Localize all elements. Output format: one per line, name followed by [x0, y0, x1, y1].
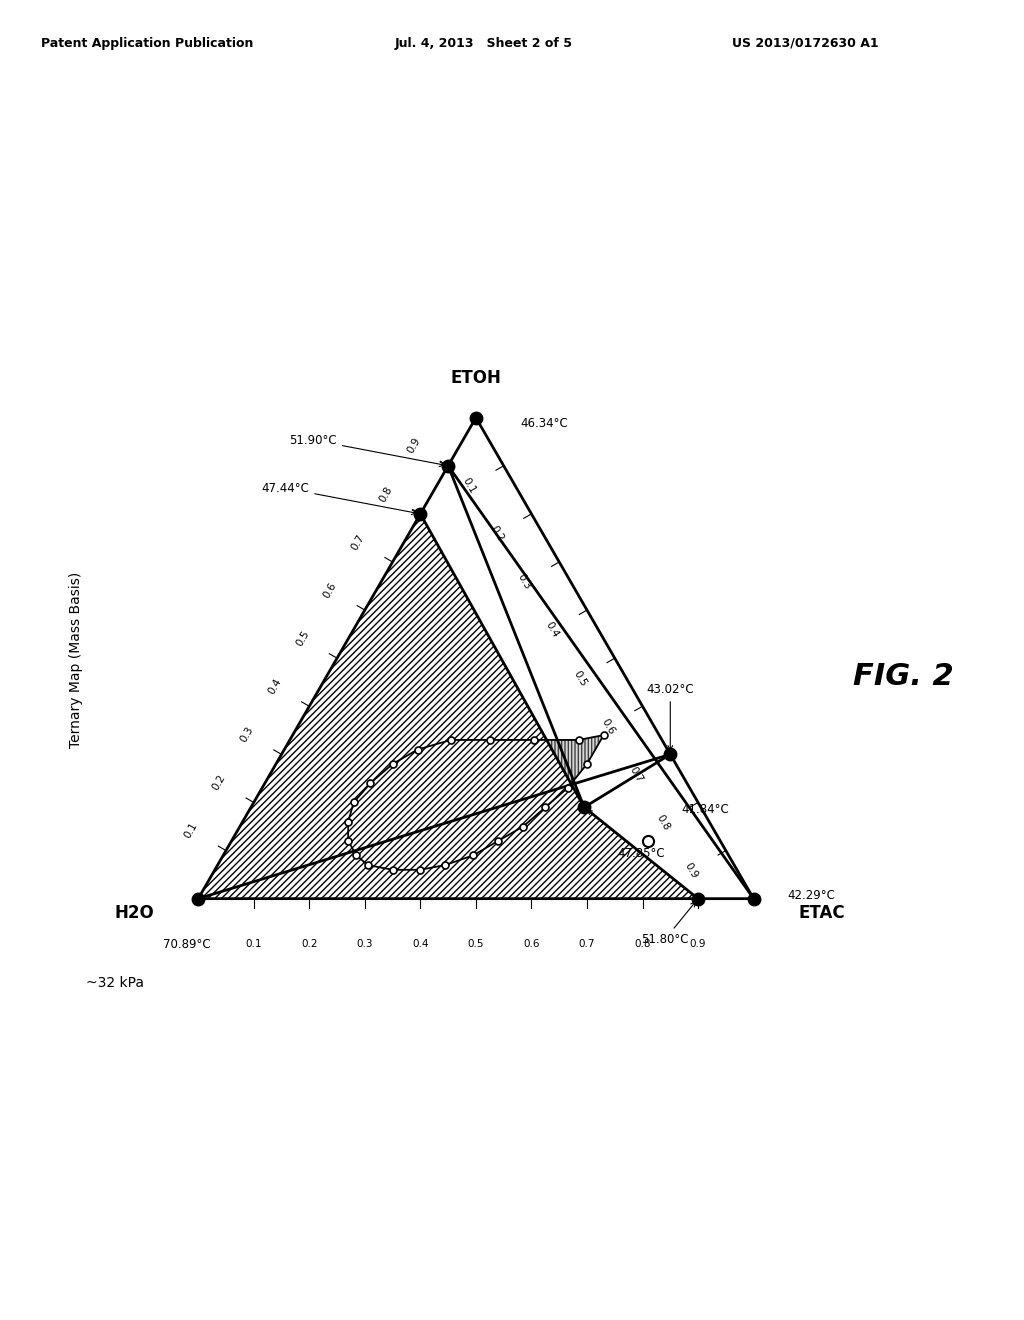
Text: 0.2: 0.2 — [211, 772, 227, 792]
Text: 0.5: 0.5 — [468, 939, 484, 949]
Text: Ternary Map (Mass Basis): Ternary Map (Mass Basis) — [69, 572, 83, 748]
Text: 0.5: 0.5 — [294, 628, 311, 648]
Text: 0.5: 0.5 — [571, 668, 589, 688]
Text: 0.2: 0.2 — [301, 939, 317, 949]
Text: 0.4: 0.4 — [544, 620, 561, 640]
Text: 0.1: 0.1 — [461, 477, 477, 495]
Text: 0.9: 0.9 — [690, 939, 707, 949]
Text: 0.8: 0.8 — [655, 813, 672, 832]
Text: 0.8: 0.8 — [634, 939, 651, 949]
Text: ETOH: ETOH — [451, 370, 502, 387]
Text: 0.8: 0.8 — [377, 484, 394, 503]
Text: 41.84°C: 41.84°C — [681, 803, 729, 816]
Polygon shape — [199, 466, 698, 899]
Text: FIG. 2: FIG. 2 — [853, 663, 954, 690]
Text: 51.80°C: 51.80°C — [641, 902, 695, 946]
Text: 0.1: 0.1 — [246, 939, 262, 949]
Text: ETAC: ETAC — [798, 904, 845, 923]
Text: 42.29°C: 42.29°C — [786, 890, 835, 903]
Text: 0.3: 0.3 — [516, 573, 534, 591]
Text: US 2013/0172630 A1: US 2013/0172630 A1 — [732, 37, 879, 50]
Text: 0.4: 0.4 — [266, 677, 283, 696]
Text: 0.9: 0.9 — [683, 861, 699, 880]
Text: 0.1: 0.1 — [183, 821, 200, 841]
Text: H2O: H2O — [114, 904, 154, 923]
Polygon shape — [348, 735, 603, 870]
Text: 0.6: 0.6 — [322, 581, 339, 599]
Text: 0.7: 0.7 — [349, 532, 367, 552]
Text: 47.85°C: 47.85°C — [588, 809, 666, 861]
Text: 0.2: 0.2 — [488, 524, 505, 544]
Text: 43.02°C: 43.02°C — [646, 684, 694, 750]
Text: 51.90°C: 51.90°C — [290, 433, 444, 466]
Text: 46.34°C: 46.34°C — [520, 417, 568, 430]
Text: 47.44°C: 47.44°C — [261, 482, 417, 515]
Text: 0.4: 0.4 — [412, 939, 429, 949]
Text: Patent Application Publication: Patent Application Publication — [41, 37, 253, 50]
Text: 0.3: 0.3 — [356, 939, 373, 949]
Text: 0.6: 0.6 — [523, 939, 540, 949]
Text: 0.7: 0.7 — [628, 764, 644, 784]
Text: 0.3: 0.3 — [239, 725, 255, 744]
Text: 70.89°C: 70.89°C — [163, 937, 211, 950]
Text: Jul. 4, 2013   Sheet 2 of 5: Jul. 4, 2013 Sheet 2 of 5 — [394, 37, 572, 50]
Text: 0.6: 0.6 — [599, 717, 616, 737]
Text: ~32 kPa: ~32 kPa — [86, 977, 144, 990]
Text: 0.9: 0.9 — [406, 436, 422, 455]
Text: 0.7: 0.7 — [579, 939, 595, 949]
